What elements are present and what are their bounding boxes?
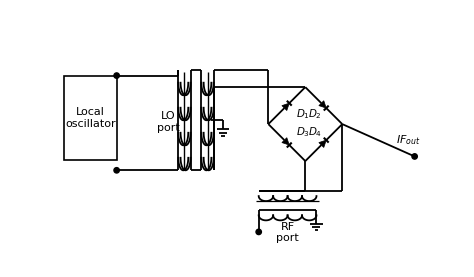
Text: oscillator: oscillator bbox=[65, 119, 116, 129]
Text: $D_2$: $D_2$ bbox=[309, 107, 322, 121]
Text: LO
port: LO port bbox=[157, 111, 180, 133]
Circle shape bbox=[256, 229, 261, 235]
Text: $D_3$: $D_3$ bbox=[296, 125, 310, 139]
Text: $D_1$: $D_1$ bbox=[296, 107, 310, 121]
Text: Local: Local bbox=[76, 107, 105, 117]
Circle shape bbox=[412, 154, 417, 159]
Polygon shape bbox=[282, 103, 289, 111]
Text: $D_4$: $D_4$ bbox=[309, 125, 322, 139]
Text: $IF_{out}$: $IF_{out}$ bbox=[396, 134, 421, 147]
Circle shape bbox=[114, 168, 119, 173]
Bar bbox=[64, 76, 117, 160]
Polygon shape bbox=[282, 138, 289, 145]
Polygon shape bbox=[319, 101, 326, 108]
Circle shape bbox=[114, 73, 119, 78]
Polygon shape bbox=[319, 140, 326, 147]
Text: RF
port: RF port bbox=[276, 222, 299, 243]
